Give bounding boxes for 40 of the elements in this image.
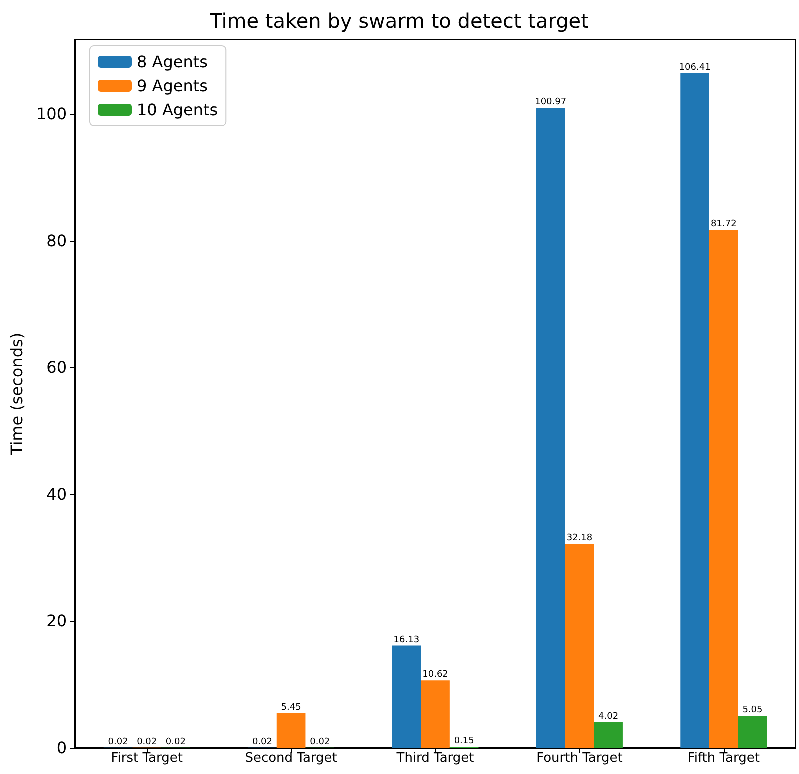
bar <box>680 74 710 748</box>
chart-title: Time taken by swarm to detect target <box>209 9 590 33</box>
bar <box>536 108 566 748</box>
data-label: 0.02 <box>310 737 330 748</box>
data-label: 5.45 <box>281 702 302 713</box>
bar <box>276 713 306 748</box>
data-label: 16.13 <box>394 635 420 646</box>
data-label: 4.02 <box>598 712 619 722</box>
x-tick-label: Second Target <box>245 751 338 766</box>
y-tick-label: 60 <box>46 358 67 378</box>
data-label: 0.02 <box>108 737 128 748</box>
bar <box>738 716 768 748</box>
legend-label: 8 Agents <box>137 52 208 72</box>
bar <box>392 646 422 748</box>
data-label: 0.02 <box>166 737 186 748</box>
y-tick-label: 100 <box>36 104 67 124</box>
legend-label: 9 Agents <box>137 76 208 96</box>
y-tick-label: 80 <box>46 231 67 250</box>
data-label: 10.62 <box>422 670 448 680</box>
data-label: 32.18 <box>566 534 593 544</box>
bar <box>709 230 738 748</box>
bar <box>594 722 623 748</box>
data-label: 106.41 <box>679 63 711 74</box>
y-axis-title: Time (seconds) <box>8 332 26 456</box>
data-label: 5.05 <box>742 705 763 716</box>
x-tick-label: Third Target <box>396 751 474 766</box>
x-tick-label: First Target <box>111 751 183 766</box>
y-tick-label: 20 <box>46 612 67 631</box>
y-tick-label: 0 <box>56 738 67 758</box>
x-tick-label: Fifth Target <box>688 751 760 766</box>
data-label: 0.15 <box>454 736 474 747</box>
data-label: 0.02 <box>252 737 272 748</box>
data-label: 100.97 <box>535 98 567 108</box>
bar <box>421 680 450 748</box>
legend-label: 10 Agents <box>137 100 218 120</box>
y-tick-label: 40 <box>46 484 67 504</box>
data-label: 0.02 <box>137 737 158 748</box>
x-tick-label: Fourth Target <box>536 751 623 766</box>
data-label: 81.72 <box>711 220 737 230</box>
bar <box>565 544 594 748</box>
